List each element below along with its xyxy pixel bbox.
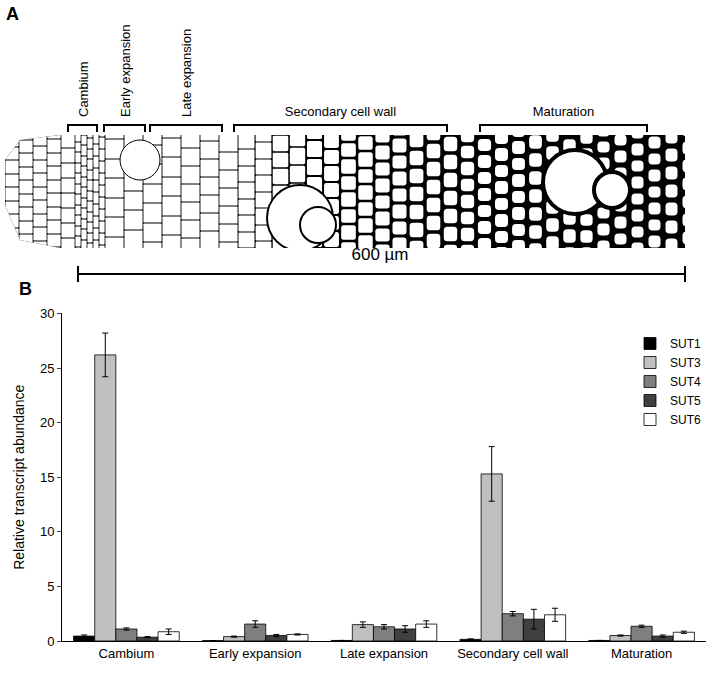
svg-text:SUT3: SUT3 — [670, 356, 701, 370]
svg-text:15: 15 — [40, 470, 54, 485]
svg-text:Maturation: Maturation — [533, 104, 594, 119]
svg-text:Early expansion: Early expansion — [209, 646, 302, 661]
svg-text:10: 10 — [40, 524, 54, 539]
svg-text:Late expansion: Late expansion — [340, 646, 428, 661]
svg-text:Secondary cell wall: Secondary cell wall — [285, 104, 396, 119]
svg-text:Late expansion: Late expansion — [179, 29, 194, 117]
svg-text:B: B — [19, 279, 32, 299]
svg-text:SUT4: SUT4 — [670, 375, 701, 389]
svg-text:Cambium: Cambium — [76, 61, 91, 117]
svg-text:20: 20 — [40, 415, 54, 430]
svg-text:SUT5: SUT5 — [670, 394, 701, 408]
svg-text:Cambium: Cambium — [99, 646, 155, 661]
svg-text:Secondary cell wall: Secondary cell wall — [457, 646, 568, 661]
svg-text:5: 5 — [47, 579, 54, 594]
svg-text:SUT6: SUT6 — [670, 413, 701, 427]
svg-text:0: 0 — [47, 634, 54, 649]
svg-text:SUT1: SUT1 — [670, 337, 701, 351]
svg-text:Early expansion: Early expansion — [118, 25, 133, 118]
svg-text:600 µm: 600 µm — [351, 245, 408, 264]
svg-text:25: 25 — [40, 361, 54, 376]
svg-text:30: 30 — [40, 306, 54, 321]
svg-text:Relative transcript abundance: Relative transcript abundance — [11, 384, 27, 569]
svg-text:Maturation: Maturation — [611, 646, 672, 661]
svg-text:A: A — [6, 4, 19, 24]
